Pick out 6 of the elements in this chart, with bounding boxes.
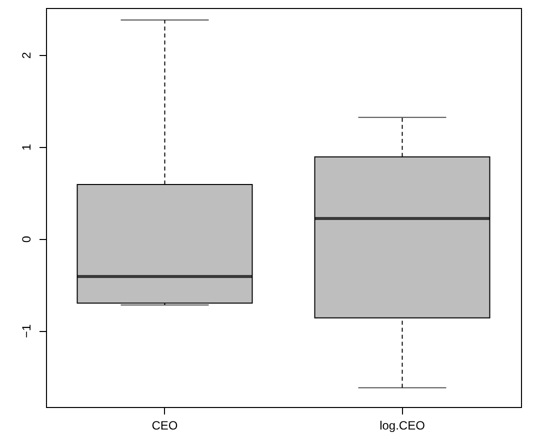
- y-tick-label: 1: [20, 144, 34, 151]
- x-tick-label: CEO: [152, 418, 178, 432]
- y-tick-label: 2: [20, 52, 34, 59]
- x-tick-label: log.CEO: [380, 418, 425, 432]
- y-tick-label: 0: [20, 236, 34, 243]
- y-tick-label: −1: [20, 324, 34, 338]
